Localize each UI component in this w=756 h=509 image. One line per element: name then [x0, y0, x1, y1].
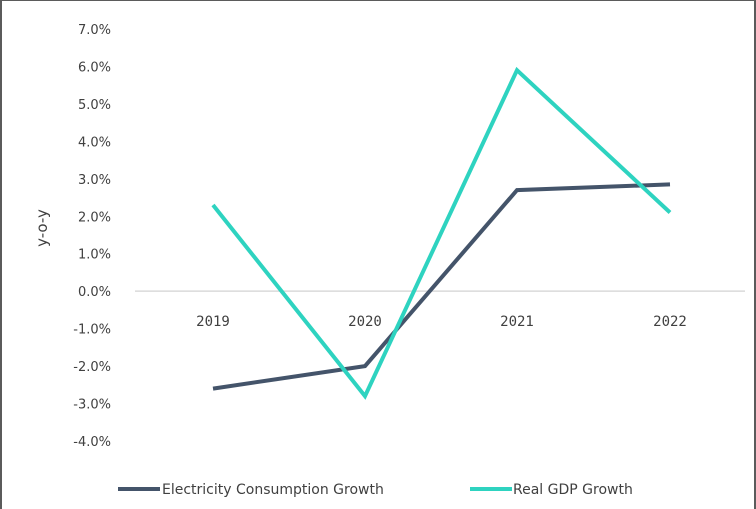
y-tick-labels: 7.0% 6.0% 5.0% 4.0% 3.0% 2.0% 1.0% 0.0% -1.0% -2.… [73, 23, 111, 450]
x-category-label: 2020 [348, 314, 382, 330]
y-axis-label: y-o-y [33, 209, 51, 247]
legend: Electricity Consumption Growth Real GDP G… [118, 482, 633, 498]
y-tick-label: 5.0% [78, 98, 111, 113]
series-line-1 [211, 66, 672, 400]
series-line-0 [212, 182, 671, 391]
legend-label-0: Electricity Consumption Growth [162, 482, 384, 498]
x-category-label: 2019 [196, 314, 230, 330]
y-tick-label: 2.0% [78, 210, 111, 225]
y-tick-label: 1.0% [78, 248, 111, 263]
y-tick-label: -2.0% [73, 360, 111, 375]
y-tick-label: 6.0% [78, 60, 111, 75]
x-category-labels: 2019 2020 2021 2022 [196, 314, 687, 330]
x-category-label: 2022 [653, 314, 687, 330]
y-tick-label: 3.0% [78, 173, 111, 188]
y-tick-label: -1.0% [73, 323, 111, 338]
legend-label-1: Real GDP Growth [513, 482, 633, 498]
x-category-label: 2021 [500, 314, 534, 330]
y-tick-label: -3.0% [73, 398, 111, 413]
y-tick-label: 4.0% [78, 135, 111, 150]
y-tick-label: 7.0% [78, 23, 111, 38]
series-lines [211, 66, 672, 400]
y-tick-label: -4.0% [73, 435, 111, 450]
y-tick-label: 0.0% [78, 285, 111, 300]
